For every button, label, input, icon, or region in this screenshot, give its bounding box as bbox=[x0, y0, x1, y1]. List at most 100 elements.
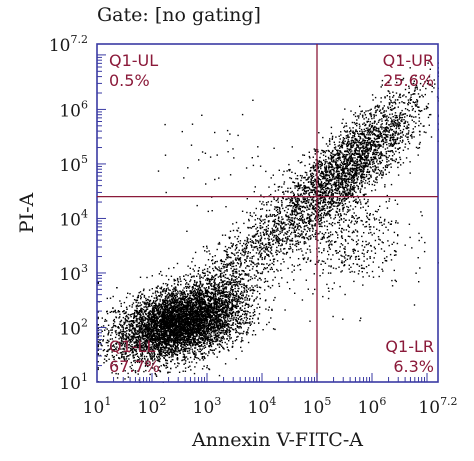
event-dot bbox=[212, 320, 215, 322]
event-dot bbox=[197, 326, 200, 329]
event-dot bbox=[170, 301, 172, 304]
event-dot bbox=[234, 312, 237, 314]
event-dot bbox=[118, 332, 121, 334]
event-dot bbox=[151, 358, 153, 360]
event-dot bbox=[168, 304, 170, 306]
event-dot bbox=[223, 348, 225, 350]
event-dot bbox=[266, 323, 268, 326]
event-dot bbox=[224, 341, 226, 344]
event-dot bbox=[172, 341, 175, 343]
event-dot bbox=[202, 329, 204, 332]
event-dot bbox=[219, 315, 221, 318]
event-dot bbox=[163, 312, 165, 314]
event-dot bbox=[176, 329, 178, 331]
event-dot bbox=[190, 317, 192, 319]
event-dot bbox=[237, 310, 239, 313]
event-dot bbox=[124, 370, 126, 372]
event-dot bbox=[235, 311, 238, 313]
event-dot bbox=[223, 295, 225, 297]
event-dot bbox=[173, 287, 175, 289]
event-dot bbox=[198, 304, 200, 306]
event-dot bbox=[173, 313, 175, 316]
event-dot bbox=[114, 325, 116, 327]
event-dot bbox=[176, 342, 178, 345]
event-dot bbox=[200, 325, 202, 327]
event-dot bbox=[222, 285, 224, 287]
event-dot bbox=[169, 289, 171, 292]
event-dot bbox=[120, 305, 122, 307]
event-dot bbox=[138, 333, 140, 335]
event-dot bbox=[164, 306, 167, 308]
event-dot bbox=[143, 370, 145, 373]
event-dot bbox=[198, 305, 200, 307]
event-dot bbox=[143, 325, 146, 328]
event-dot bbox=[227, 306, 230, 308]
event-dot bbox=[156, 318, 158, 321]
event-dot bbox=[142, 313, 144, 316]
event-dot bbox=[180, 306, 183, 308]
event-dot bbox=[175, 350, 177, 353]
event-dot bbox=[158, 356, 161, 358]
event-dot bbox=[138, 292, 140, 294]
event-dot bbox=[174, 301, 177, 303]
event-dot bbox=[222, 301, 224, 304]
event-dot bbox=[247, 322, 249, 324]
event-dot bbox=[144, 333, 146, 335]
event-dot bbox=[215, 333, 217, 335]
event-dot bbox=[174, 310, 176, 313]
event-dot bbox=[221, 341, 223, 344]
event-dot bbox=[196, 330, 198, 333]
event-dot bbox=[253, 289, 256, 292]
event-dot bbox=[204, 304, 207, 306]
event-dot bbox=[204, 274, 206, 276]
event-dot bbox=[148, 333, 150, 336]
event-dot bbox=[208, 338, 211, 341]
event-dot bbox=[104, 355, 106, 357]
event-dot bbox=[239, 325, 241, 328]
event-dot bbox=[225, 282, 228, 284]
event-dot bbox=[205, 287, 208, 289]
event-dot bbox=[170, 360, 172, 363]
event-dot bbox=[179, 306, 182, 309]
event-dot bbox=[145, 313, 147, 316]
event-dot bbox=[226, 263, 228, 265]
event-dot bbox=[222, 308, 225, 310]
event-dot bbox=[234, 313, 237, 315]
event-dot bbox=[121, 333, 123, 336]
event-dot bbox=[212, 312, 215, 314]
event-dot bbox=[236, 305, 238, 308]
event-dot bbox=[108, 358, 110, 360]
event-dot bbox=[242, 298, 244, 300]
event-dot bbox=[224, 295, 227, 298]
event-dot bbox=[200, 332, 203, 335]
event-dot bbox=[204, 340, 206, 342]
event-dot bbox=[172, 337, 175, 339]
event-dot bbox=[166, 329, 169, 331]
event-dot bbox=[229, 320, 231, 322]
event-dot bbox=[166, 300, 168, 302]
event-dot bbox=[236, 298, 238, 300]
event-dot bbox=[184, 301, 186, 304]
event-dot bbox=[143, 331, 146, 333]
event-dot bbox=[203, 333, 206, 335]
event-dot bbox=[176, 277, 179, 280]
event-dot bbox=[207, 313, 210, 315]
event-dot bbox=[135, 324, 138, 326]
event-dot bbox=[195, 342, 197, 344]
event-dot bbox=[143, 315, 145, 318]
event-dot bbox=[246, 297, 249, 300]
event-dot bbox=[192, 342, 195, 344]
event-dot bbox=[201, 271, 204, 274]
event-dot bbox=[155, 340, 157, 342]
event-dot bbox=[236, 282, 238, 284]
event-dot bbox=[145, 355, 148, 358]
event-dot bbox=[167, 296, 169, 298]
event-dot bbox=[133, 329, 135, 331]
event-dot bbox=[226, 300, 228, 302]
event-dot bbox=[240, 319, 242, 321]
event-dot bbox=[199, 332, 201, 334]
event-dot bbox=[209, 299, 212, 302]
event-dot bbox=[231, 317, 233, 320]
event-dot bbox=[173, 304, 175, 306]
